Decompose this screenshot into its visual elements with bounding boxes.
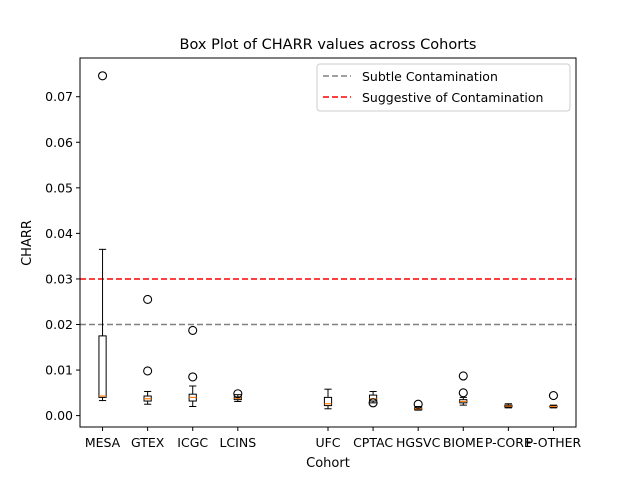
x-tick-label: HGSVC [396,435,441,450]
y-tick-label: 0.07 [45,89,73,104]
x-tick-label: P-OTHER [526,435,582,450]
outlier-point [458,371,468,381]
outlier-point [548,391,559,401]
y-tick-label: 0.00 [45,408,73,423]
x-tick-label: GTEX [131,435,165,450]
box-iqr [368,394,378,402]
box-mesa [97,71,108,402]
outlier-point [368,398,378,408]
x-tick-label: LCINS [219,435,256,450]
outlier-point [143,294,153,304]
legend-label: Subtle Contamination [362,69,498,84]
x-tick-label: CPTAC [353,435,393,450]
box-gtex [143,294,153,405]
outlier-point [143,366,153,376]
outlier-point [233,389,243,399]
x-tick-label: UFC [315,435,340,450]
y-tick-label: 0.04 [45,226,73,241]
legend: Subtle Contamination Suggestive of Contam… [316,63,571,112]
outlier-point [188,372,198,382]
plot-area [80,71,576,411]
outlier-point [458,388,468,398]
legend-box [316,63,571,112]
x-tick-label: ICGC [177,435,208,450]
box-iqr [98,335,107,398]
box-p-core [504,403,513,409]
box-p-other [548,391,559,409]
x-tick-label: P-CORE [485,435,532,450]
box-biome [458,371,468,406]
box-hgsvc [413,399,423,411]
box-icgc [188,325,198,407]
outlier-point [413,399,423,409]
legend-label: Suggestive of Contamination [362,90,543,105]
chart-title: Box Plot of CHARR values across Cohorts [180,37,477,53]
y-tick-label: 0.06 [45,135,73,150]
box-ufc [323,388,333,410]
y-tick-label: 0.01 [45,363,73,378]
box-lcins [233,389,243,402]
y-axis-label: CHARR [20,220,35,266]
x-axis-label: Cohort [306,456,350,471]
outlier-point [188,325,198,335]
y-tick-label: 0.05 [45,180,73,195]
y-tick-label: 0.02 [45,317,73,332]
outlier-point [97,71,108,81]
y-tick-label: 0.03 [45,271,73,286]
x-tick-label: BIOME [443,435,484,450]
box-cptac [368,390,378,408]
x-tick-label: MESA [85,435,121,450]
box-iqr [323,396,333,407]
